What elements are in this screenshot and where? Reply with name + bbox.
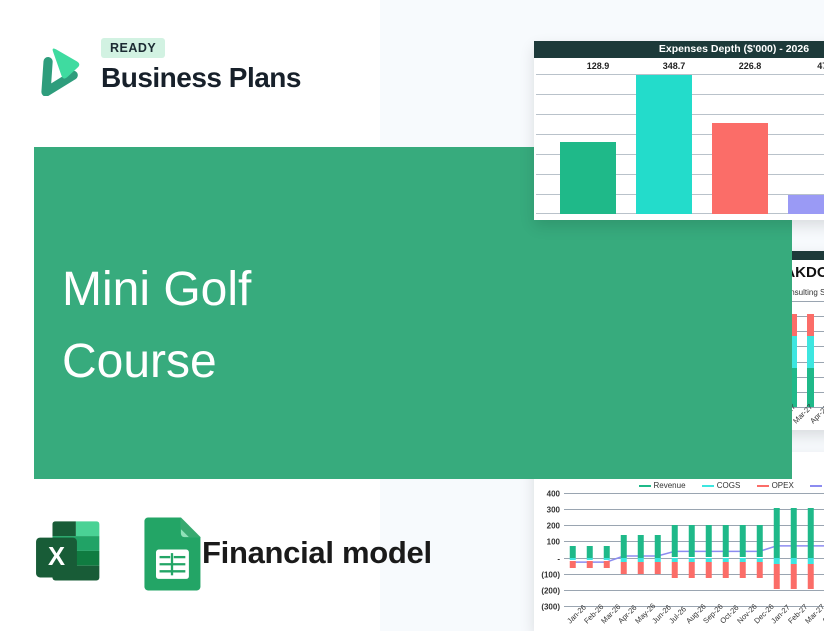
svg-text:X: X: [48, 543, 65, 571]
